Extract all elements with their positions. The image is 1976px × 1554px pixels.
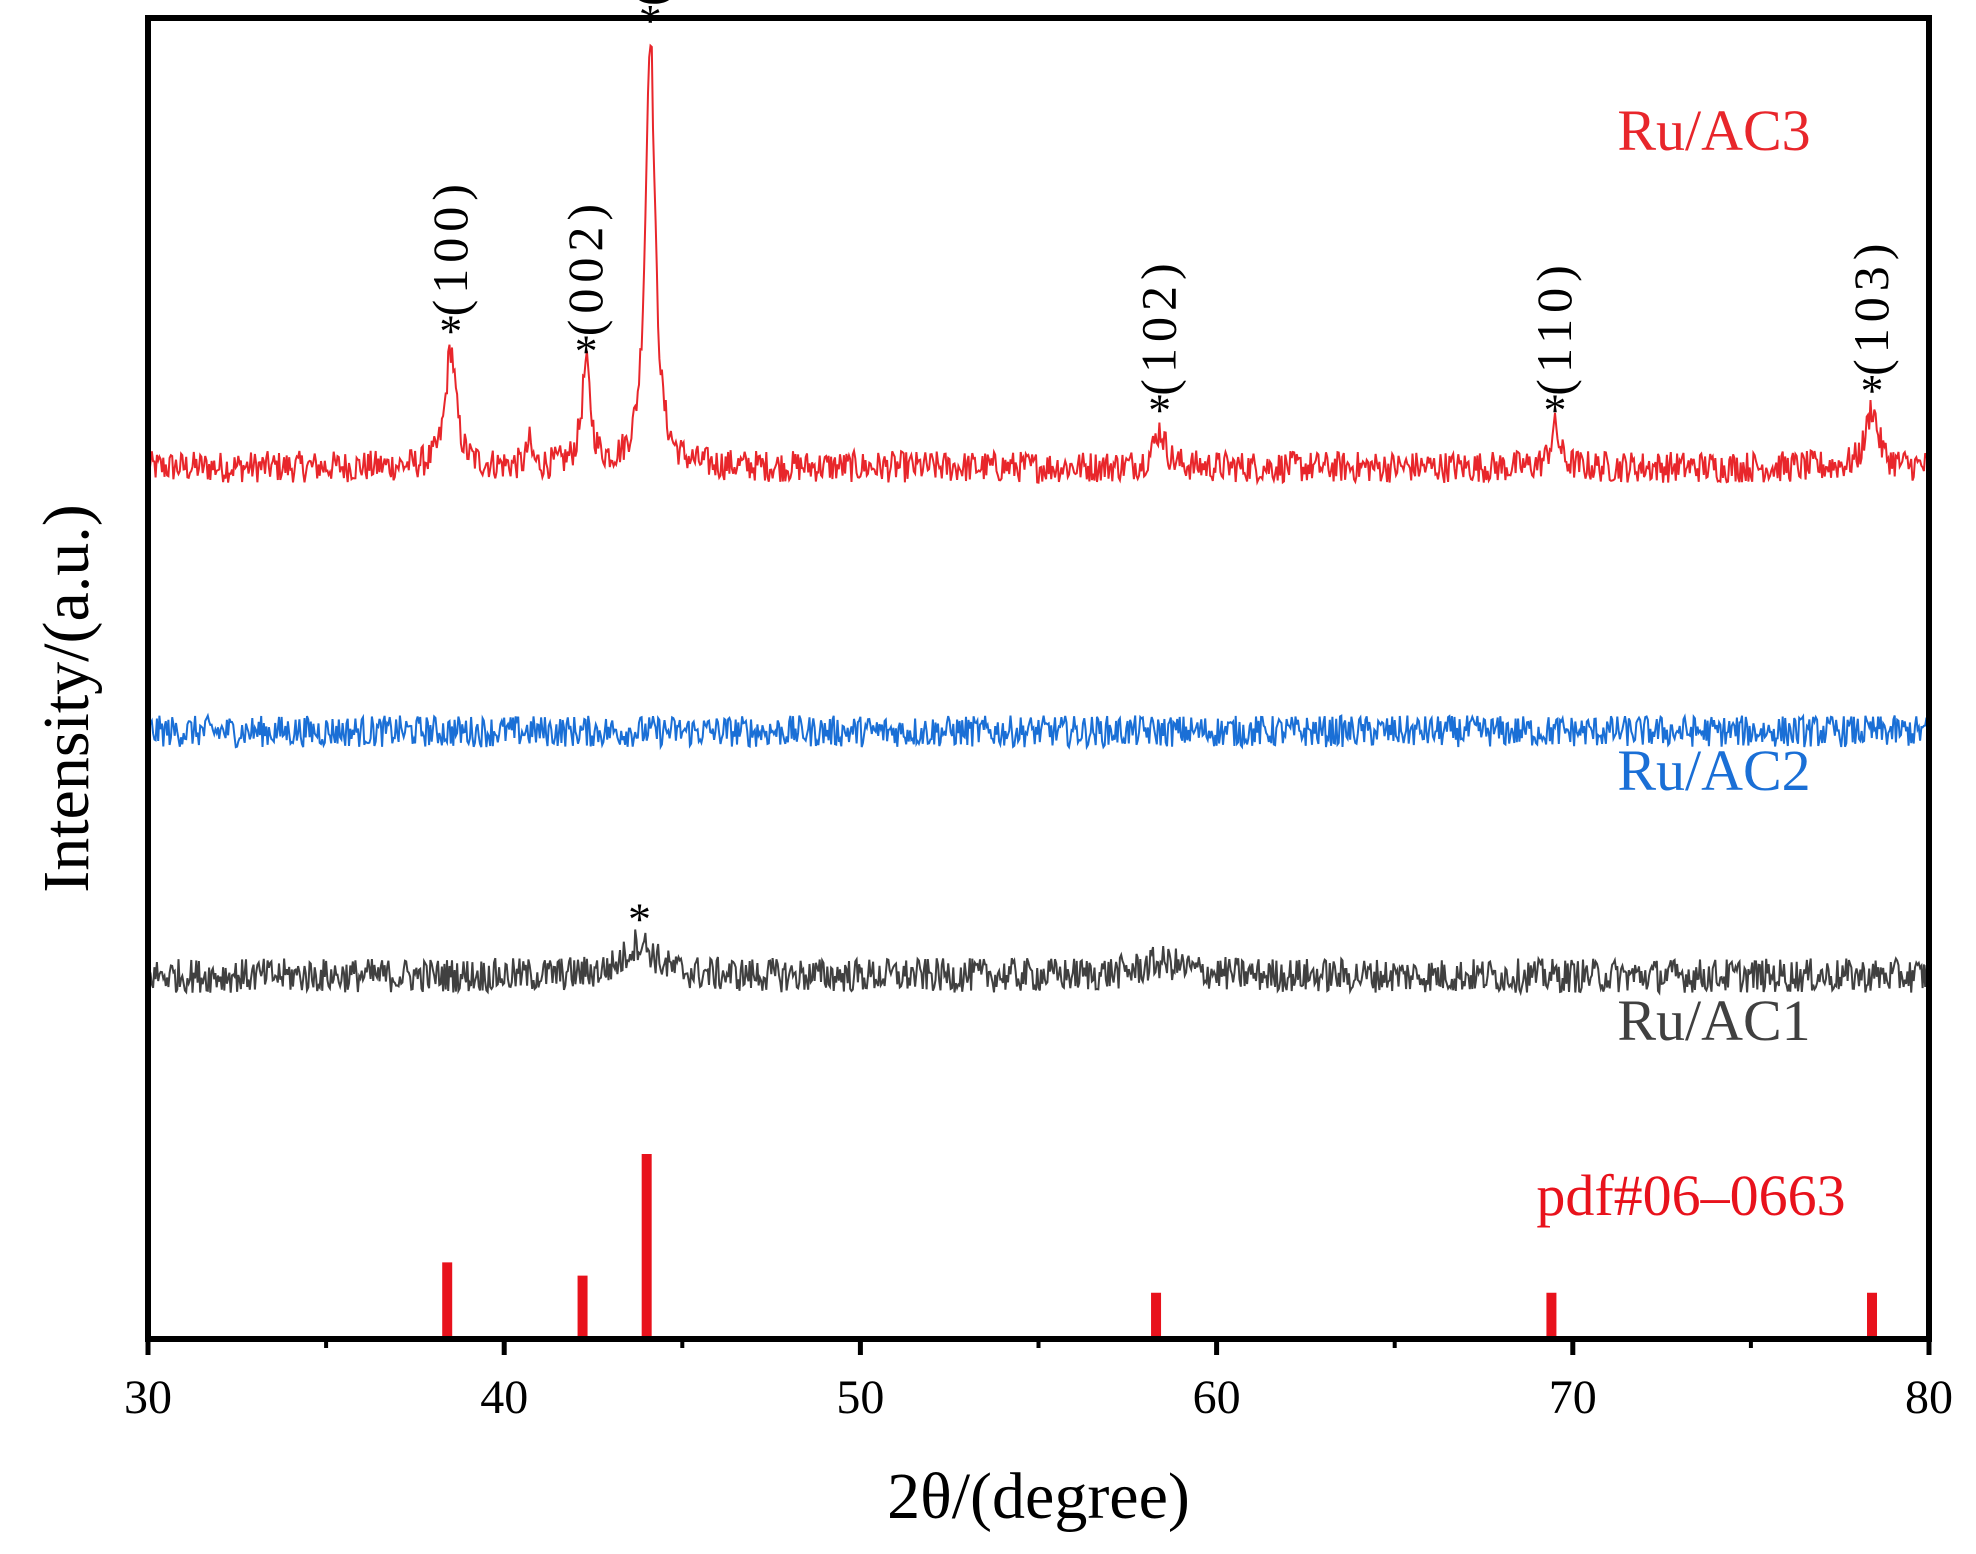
series-label-1: Ru/AC3 (1617, 98, 1810, 163)
series-label-2: Ru/AC2 (1617, 738, 1810, 803)
x-tick-label-30: 30 (124, 1371, 172, 1424)
series-line-1 (147, 43, 1930, 486)
annotation-layer: *(100)*(002)*(101)*(102)*(110)*(103)* (422, 0, 1899, 944)
x-tick-label-80: 80 (1905, 1371, 1953, 1424)
series-label-3: Ru/AC1 (1617, 988, 1810, 1053)
peak-index-4: (102) (1131, 257, 1187, 395)
reference-layer: pdf#06–0663 (442, 1154, 1878, 1339)
x-tick-label-60: 60 (1193, 1371, 1241, 1424)
peak-index-5: (110) (1526, 259, 1582, 395)
x-tick-label-40: 40 (480, 1371, 528, 1424)
peak-index-2: (002) (557, 198, 613, 336)
peak-marker-7: * (628, 893, 651, 944)
peak-marker-5: * (1543, 385, 1566, 436)
peak-index-3: (101) (621, 0, 677, 6)
series-line-3 (147, 929, 1930, 997)
peak-marker-3: * (639, 0, 662, 46)
x-axis-ticks: 30 40 50 60 70 80 (124, 1339, 1953, 1424)
y-axis-title: Intensity/(a.u.) (30, 504, 103, 893)
series-label-layer: Ru/AC3 Ru/AC2 Ru/AC1 (1617, 98, 1810, 1053)
peak-index-6: (103) (1843, 238, 1899, 376)
peak-marker-6: * (1861, 365, 1884, 416)
series-layer (147, 43, 1930, 997)
peak-marker-2: * (575, 325, 598, 376)
x-tick-label-50: 50 (836, 1371, 884, 1424)
reference-label: pdf#06–0663 (1536, 1163, 1845, 1228)
peak-index-1: (100) (422, 178, 478, 316)
peak-marker-4: * (1148, 385, 1171, 436)
peak-marker-1: * (439, 305, 462, 356)
series-line-2 (147, 712, 1930, 751)
x-axis-title: 2θ/(degree) (887, 1460, 1190, 1533)
x-tick-label-70: 70 (1549, 1371, 1597, 1424)
